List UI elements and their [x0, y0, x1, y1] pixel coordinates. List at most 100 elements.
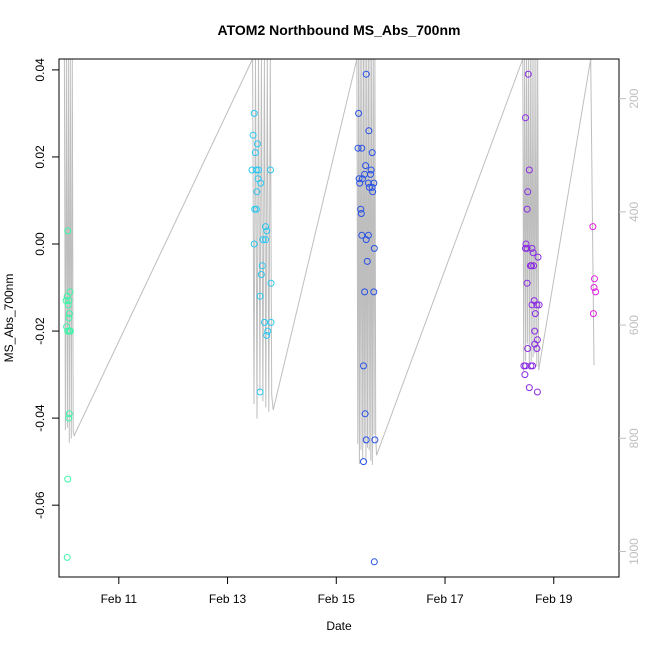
- data-point: [522, 114, 529, 122]
- data-point: [362, 436, 370, 444]
- data-point: [263, 227, 271, 235]
- data-point: [524, 345, 532, 352]
- data-point: [252, 166, 260, 174]
- data-point: [65, 314, 73, 322]
- data-point: [531, 310, 539, 318]
- data-point: [363, 257, 371, 265]
- data-point: [521, 371, 529, 379]
- data-point: [369, 188, 377, 196]
- data-point: [370, 558, 378, 566]
- data-point: [533, 301, 541, 309]
- data-point: [590, 284, 598, 291]
- plot-frame: [58, 58, 620, 578]
- data-point: [258, 262, 266, 270]
- x-tick-label: Feb 15: [318, 592, 356, 606]
- data-point: [264, 327, 272, 335]
- y2-tick-label: 200: [627, 88, 641, 108]
- x-tick-label: Feb 11: [101, 592, 138, 606]
- data-point: [256, 388, 264, 396]
- data-point: [267, 318, 275, 326]
- y-tick-label: -0.04: [33, 404, 47, 432]
- data-point: [362, 162, 370, 170]
- y-tick-label: 0.02: [33, 145, 47, 169]
- y2-tick-label: 800: [627, 428, 641, 448]
- data-point: [533, 345, 541, 352]
- data-point: [253, 140, 261, 148]
- data-point: [370, 288, 378, 296]
- y2-tick-label: 600: [627, 315, 641, 335]
- data-point: [361, 288, 369, 296]
- data-point: [364, 231, 372, 239]
- data-point: [368, 183, 376, 191]
- data-point: [524, 188, 532, 196]
- y-tick-label: -0.06: [33, 491, 47, 519]
- data-point: [64, 301, 72, 309]
- data-point: [362, 236, 370, 244]
- data-point: [591, 275, 598, 283]
- data-point: [63, 553, 71, 561]
- data-point: [259, 236, 267, 244]
- data-point: [528, 262, 535, 270]
- data-point: [358, 231, 366, 239]
- y2-axis-depth: 200 400 600 800 1000: [619, 88, 641, 565]
- data-point: [64, 475, 72, 483]
- data-point: [255, 166, 262, 174]
- data-point: [529, 249, 537, 257]
- data-point: [65, 297, 73, 305]
- data-point: [531, 340, 539, 348]
- data-point: [535, 301, 543, 309]
- data-point: [257, 179, 265, 187]
- data-point: [267, 279, 275, 287]
- y-tick-label: -0.02: [33, 317, 47, 345]
- data-point: [355, 175, 363, 183]
- data-point: [253, 188, 261, 196]
- y-axis: -0.06 -0.04 -0.02 0.00 0.02 0.04: [33, 58, 59, 519]
- data-point: [523, 279, 531, 287]
- data-point: [522, 244, 529, 252]
- y-tick-label: 0.00: [33, 232, 47, 256]
- depth-trace: [63, 58, 595, 465]
- data-point: [66, 327, 74, 335]
- x-tick-label: Feb 17: [426, 592, 464, 606]
- data-points: [62, 70, 600, 566]
- data-point: [360, 458, 367, 466]
- data-point: [263, 331, 271, 339]
- data-point: [251, 149, 259, 157]
- x-axis: Feb 11 Feb 13 Feb 15 Feb 17 Feb 19: [101, 577, 573, 606]
- y-axis-label: MS_Abs_700nm: [2, 274, 16, 363]
- data-point: [250, 109, 258, 117]
- data-point: [522, 240, 530, 248]
- data-point: [66, 288, 74, 296]
- data-point: [525, 166, 533, 174]
- y2-tick-label: 1000: [627, 538, 641, 565]
- data-point: [356, 179, 364, 187]
- data-point: [362, 70, 370, 78]
- data-point: [267, 166, 274, 174]
- data-point: [262, 223, 270, 231]
- data-point: [525, 384, 533, 392]
- data-point: [522, 362, 529, 370]
- data-point: [528, 301, 536, 309]
- data-point: [64, 227, 72, 235]
- data-point: [65, 414, 73, 422]
- y-tick-label: 0.04: [33, 58, 47, 82]
- data-point: [257, 271, 265, 278]
- data-point: [355, 109, 363, 117]
- data-point: [592, 288, 600, 296]
- data-point: [65, 310, 73, 318]
- data-point: [524, 70, 532, 78]
- data-point: [256, 292, 264, 300]
- data-point: [365, 183, 373, 191]
- data-point: [252, 205, 260, 213]
- data-point: [367, 170, 374, 178]
- depth-profile-line: [63, 58, 595, 465]
- data-point: [530, 262, 538, 270]
- chart-title: ATOM2 Northbound MS_Abs_700nm: [218, 22, 461, 38]
- data-point: [368, 149, 376, 157]
- data-point: [371, 436, 379, 444]
- data-point: [533, 388, 541, 396]
- data-point: [531, 327, 539, 335]
- data-point: [365, 127, 373, 135]
- x-axis-label: Date: [326, 619, 352, 633]
